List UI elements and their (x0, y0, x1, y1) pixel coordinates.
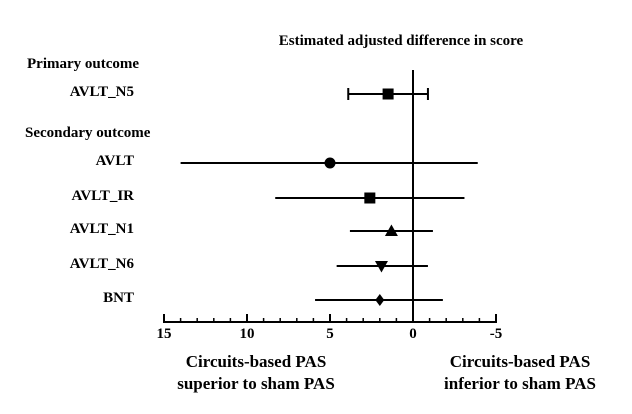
row-label-AVLT_N1: AVLT_N1 (69, 221, 134, 237)
x-axis-tick-label-10: 10 (239, 326, 255, 342)
row-label-BNT: BNT (103, 290, 134, 306)
group-heading-primary-outcome: Primary outcome (27, 56, 140, 72)
row-label-AVLT: AVLT (95, 153, 134, 169)
row-label-AVLT_IR: AVLT_IR (71, 188, 134, 204)
x-axis-tick-label-15: 15 (156, 326, 172, 342)
x-axis-tick-label-5: 5 (326, 326, 334, 342)
marker-square-AVLT_N5 (382, 88, 394, 100)
x-axis-tick-label--5: -5 (489, 326, 503, 342)
marker-circle-AVLT (324, 157, 336, 169)
marker-triangle-down-AVLT_N6 (374, 261, 388, 273)
axis-direction-label-inferior-line2: inferior to sham PAS (444, 373, 596, 393)
x-axis-tick-label-0: 0 (409, 326, 417, 342)
axis-direction-label-inferior: Circuits-based PAS inferior to sham PAS (380, 351, 632, 394)
group-heading-secondary-outcome: Secondary outcome (25, 125, 151, 141)
marker-triangle-up-AVLT_N1 (384, 224, 398, 236)
axis-direction-label-superior-line2: superior to sham PAS (177, 373, 335, 393)
axis-direction-label-superior: Circuits-based PAS superior to sham PAS (116, 351, 396, 394)
chart-title: Estimated adjusted difference in score (278, 33, 524, 49)
marker-square-AVLT_IR (364, 192, 376, 204)
marker-diamond-BNT (375, 294, 385, 306)
row-label-AVLT_N5: AVLT_N5 (69, 84, 134, 100)
axis-direction-label-superior-line1: Circuits-based PAS (185, 352, 327, 371)
row-label-AVLT_N6: AVLT_N6 (69, 256, 134, 272)
axis-direction-label-inferior-line1: Circuits-based PAS (449, 352, 591, 371)
